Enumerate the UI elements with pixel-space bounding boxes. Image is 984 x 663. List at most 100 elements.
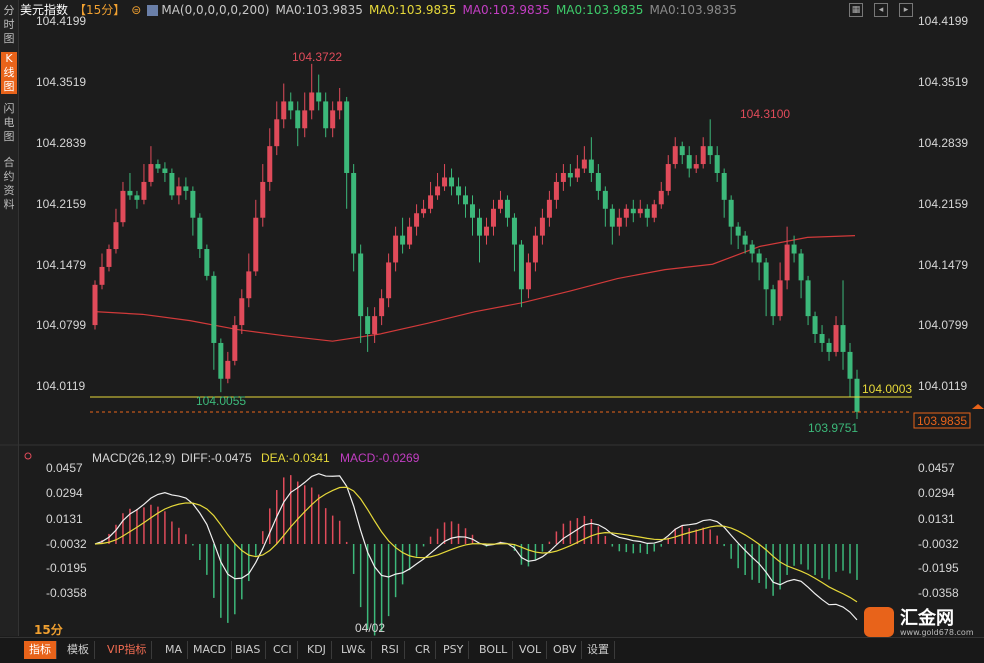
candle-body [106, 249, 112, 267]
price-tick-right: 104.2839 [918, 136, 968, 150]
candle-body [456, 186, 462, 196]
tb-lw[interactable]: LW& [336, 641, 372, 659]
macd-tick-right: -0.0032 [918, 537, 959, 551]
candles [92, 63, 860, 420]
macd-histogram [101, 475, 858, 636]
candle-body [511, 217, 517, 245]
candle-body [476, 217, 482, 236]
prev-icon[interactable]: ◂ [874, 3, 888, 17]
chart-header: 美元指数 【15分】 ⊜ MA(0,0,0,0,0,200) MA0:103.9835 M… [20, 0, 960, 20]
ma-indicator-icon[interactable] [147, 5, 159, 16]
macd-tick-left: -0.0195 [46, 561, 87, 575]
tb-psy[interactable]: PSY [438, 641, 470, 659]
candle-body [735, 226, 741, 236]
candle-body [400, 235, 406, 245]
next-icon[interactable]: ▸ [899, 3, 913, 17]
candle-body [183, 186, 189, 191]
tab-kline[interactable]: K线图 [1, 52, 17, 94]
candle-body [267, 146, 273, 182]
candle-body [463, 195, 469, 205]
price-tick-left: 104.0799 [36, 318, 86, 332]
tb-kdj[interactable]: KDJ [302, 641, 332, 659]
candle-body [323, 101, 329, 129]
price-tick-left: 104.1479 [36, 258, 86, 272]
macd-title[interactable]: MACD(26,12,9) [92, 451, 175, 465]
tab-timeshare[interactable]: 分时图 [3, 4, 15, 45]
candle-body [330, 110, 336, 129]
tb-rsi[interactable]: RSI [376, 641, 405, 659]
price-tick-right: 104.2159 [918, 197, 968, 211]
tb-boll[interactable]: BOLL [474, 641, 514, 659]
candle-body [358, 253, 364, 317]
price-tick-left: 104.2159 [36, 197, 86, 211]
candle-body [162, 168, 168, 173]
ma-value-5: MA0:103.9835 [649, 3, 737, 17]
tb-macd[interactable]: MACD [188, 641, 232, 659]
tb-cr[interactable]: CR [410, 641, 437, 659]
hline-label: 104.0003 [862, 382, 912, 396]
candle-body [435, 186, 441, 196]
price-tick-left: 104.4199 [36, 14, 86, 28]
period-label[interactable]: 15分 [34, 623, 63, 637]
price-axis: 104.4199 104.4199 104.3519 104.3519 104.2839… [36, 14, 968, 393]
candle-body [155, 164, 161, 169]
tb-settings[interactable]: 设置 [582, 641, 615, 659]
tb-vip[interactable]: VIP指标 [102, 641, 153, 659]
candle-body [92, 284, 98, 326]
candle-body [428, 195, 434, 209]
price-tick-right: 104.1479 [918, 258, 968, 272]
macd-value: MACD:-0.0269 [340, 451, 420, 465]
macd-diff: DIFF:-0.0475 [181, 451, 252, 465]
candle-body [141, 181, 147, 200]
candle-body [197, 217, 203, 250]
candle-body [826, 342, 832, 352]
candle-body [372, 316, 378, 335]
tb-bias[interactable]: BIAS [230, 641, 267, 659]
candle-body [274, 119, 280, 147]
price-tick-left: 104.0119 [36, 379, 85, 393]
macd-settings-icon[interactable] [24, 452, 32, 460]
period-badge[interactable]: 【15分】 [74, 3, 126, 17]
candle-body [204, 249, 210, 276]
candle-body [239, 298, 245, 326]
tb-indicators[interactable]: 指标 [24, 641, 57, 659]
ma-config[interactable]: MA(0,0,0,0,0,200) [161, 3, 270, 17]
up-arrow-icon[interactable] [972, 404, 984, 409]
candle-body [211, 275, 217, 343]
candle-body [581, 159, 587, 169]
ma-value-3: MA0:103.9835 [462, 3, 550, 17]
candle-body [169, 172, 175, 196]
tb-vol[interactable]: VOL [514, 641, 548, 659]
candle-body [637, 208, 643, 214]
tb-templates[interactable]: 模板 [62, 641, 95, 659]
ma200-path [94, 235, 856, 342]
candle-body [302, 110, 308, 129]
grid-icon[interactable]: ▦ [849, 3, 863, 17]
candle-body [763, 262, 769, 290]
tab-contract[interactable]: 合约资料 [3, 156, 15, 211]
tab-flash[interactable]: 闪电图 [3, 102, 15, 143]
candle-body [833, 325, 839, 352]
tb-obv[interactable]: OBV [548, 641, 583, 659]
candle-body [609, 208, 615, 227]
logo-icon [864, 607, 894, 637]
candle-body [449, 177, 455, 187]
tb-cci[interactable]: CCI [268, 641, 298, 659]
tb-ma[interactable]: MA [160, 641, 189, 659]
date-label: 04/02 [355, 621, 385, 635]
candle-body [651, 204, 657, 218]
candle-body [595, 172, 601, 191]
left-sidebar: 分时图 K线图 闪电图 合约资料 [0, 0, 19, 636]
candle-body [421, 208, 427, 214]
macd-diff-line [94, 473, 858, 621]
settings-icon[interactable]: ⊜ [131, 3, 142, 17]
candle-body [693, 164, 699, 169]
candle-body [560, 172, 566, 182]
candle-body [351, 172, 357, 254]
candle-body [707, 146, 713, 156]
candle-body [539, 217, 545, 236]
candle-body [148, 164, 154, 182]
candle-body [588, 159, 594, 173]
candle-body [190, 190, 196, 218]
